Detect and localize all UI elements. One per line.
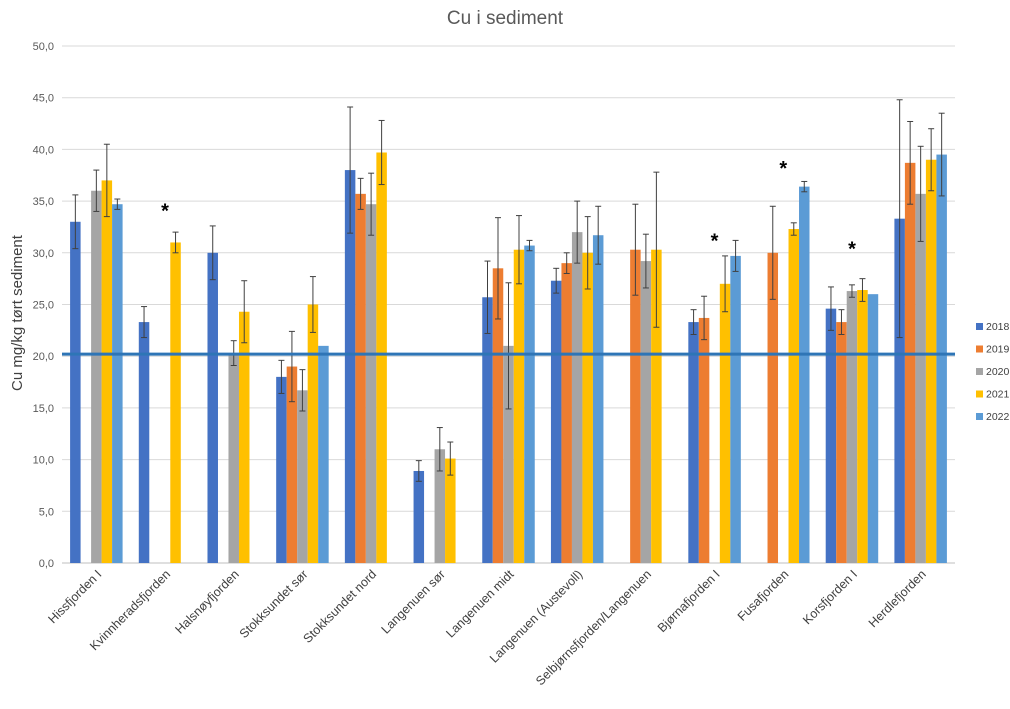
bar [307, 304, 319, 563]
bar [561, 263, 572, 563]
bar [170, 242, 181, 563]
bar [228, 353, 239, 563]
bar [276, 376, 287, 563]
bar [207, 252, 218, 564]
y-tick-label: 10,0 [33, 455, 54, 467]
bar [513, 249, 525, 563]
annotation-group: * * * * [161, 158, 856, 261]
legend-label: 2022 [986, 411, 1010, 423]
bar [550, 280, 562, 563]
legend-label: 2020 [986, 366, 1010, 378]
bar [238, 311, 250, 563]
bar [894, 218, 905, 564]
x-tick-label: Hissfjorden I [45, 567, 104, 626]
bar [70, 221, 81, 563]
legend-swatch [976, 413, 983, 420]
annotation-asterisk: * [848, 239, 856, 261]
bar [524, 245, 535, 563]
bar [936, 154, 947, 563]
bar [915, 193, 926, 563]
x-tick-label: Bjørnafjorden I [655, 567, 723, 635]
bar [582, 252, 593, 564]
bar [640, 261, 652, 563]
y-axis-ticks: 0,0 5,0 10,0 15,0 20,0 25,0 30,0 35,0 40,0 45,0 50… [33, 41, 54, 570]
bar [286, 366, 298, 563]
bar [503, 345, 514, 563]
bar [730, 255, 741, 564]
x-tick-label: Fusafjorden [735, 567, 792, 624]
bar [904, 162, 916, 564]
legend-label: 2019 [986, 344, 1010, 356]
x-tick-label: Stokksundet sør [237, 567, 311, 641]
bar [138, 322, 150, 563]
bar-group [70, 152, 947, 564]
legend-swatch [976, 368, 983, 375]
y-tick-label: 5,0 [39, 506, 54, 518]
bar [112, 204, 123, 563]
bar [355, 193, 366, 563]
y-axis-label: Cu mg/kg tørt sediment [9, 234, 26, 391]
x-tick-label: Herdlefjorden [866, 567, 929, 630]
bar [101, 180, 113, 564]
bar [434, 449, 446, 563]
x-tick-label: Langenuen midt [443, 567, 517, 641]
bar [767, 252, 779, 564]
bar [592, 235, 604, 564]
bar [651, 249, 662, 563]
y-tick-label: 50,0 [33, 41, 54, 53]
y-tick-label: 35,0 [33, 196, 54, 208]
bar [297, 390, 308, 563]
bar [482, 297, 493, 563]
bar [376, 152, 387, 563]
y-tick-label: 0,0 [39, 558, 54, 570]
bar [445, 458, 456, 563]
bar [365, 204, 377, 563]
bar [571, 232, 583, 563]
bar [857, 290, 868, 563]
x-tick-label: Langenuen sør [379, 567, 448, 636]
y-tick-label: 25,0 [33, 300, 54, 312]
bar [867, 294, 879, 563]
bar [688, 322, 699, 563]
legend-swatch [976, 323, 983, 330]
legend-label: 2021 [986, 389, 1010, 401]
y-tick-label: 45,0 [33, 93, 54, 105]
bar [925, 159, 937, 564]
bar [799, 186, 810, 563]
bar [719, 283, 731, 563]
annotation-asterisk: * [711, 230, 719, 252]
bar [91, 190, 102, 563]
bar [344, 170, 356, 563]
x-tick-label: Korsfjorden I [800, 567, 860, 627]
legend-label: 2018 [986, 321, 1010, 333]
bar [413, 470, 425, 563]
y-tick-label: 20,0 [33, 351, 54, 363]
bar [492, 268, 504, 563]
y-tick-label: 30,0 [33, 248, 54, 260]
x-tick-label: Selbjørnsfjorden/Langenuen [533, 567, 654, 688]
annotation-asterisk: * [161, 200, 169, 222]
legend: 2018 2019 2020 2021 2022 [976, 321, 1010, 423]
bar [846, 291, 858, 563]
legend-swatch [976, 345, 983, 353]
y-tick-label: 15,0 [33, 403, 54, 415]
bar [630, 249, 641, 563]
x-tick-label: Halsnøyfjorden [173, 567, 242, 636]
chart-title: Cu i sediment [447, 8, 564, 29]
bar [788, 229, 800, 563]
bar [698, 317, 710, 563]
legend-swatch [976, 390, 983, 398]
bar [825, 308, 837, 563]
bar [318, 345, 329, 563]
bar [836, 322, 847, 563]
annotation-asterisk: * [779, 158, 787, 180]
y-tick-label: 40,0 [33, 144, 54, 156]
x-tick-label: Stokksundet nord [301, 567, 380, 646]
error-bar-group [72, 99, 945, 482]
